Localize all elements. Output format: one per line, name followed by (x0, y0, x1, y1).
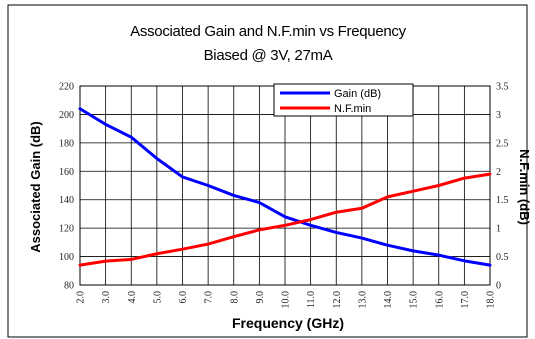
right-tick-label: 3.5 (496, 82, 509, 93)
series-line-nfmin (78, 172, 492, 267)
legend-label-nfmin: N.F.min (334, 103, 371, 115)
x-tick-label: 14.0 (383, 291, 394, 309)
x-tick-label: 11.0 (306, 291, 317, 308)
right-tick-label: 0 (496, 281, 501, 292)
right-tick-label: 1 (496, 224, 501, 235)
chart-title: Associated Gain and N.F.min vs Frequency (130, 23, 406, 40)
legend-label-gain: Gain (dB) (334, 88, 381, 100)
legend-box (273, 83, 414, 117)
x-tick-label: 18.0 (486, 291, 497, 309)
left-tick-label: 100 (59, 252, 74, 263)
right-tick-label: 2.5 (496, 138, 509, 149)
left-axis-title: Associated Gain (dB) (28, 121, 43, 252)
x-axis-ticks: 2.0 3.0 4.0 5.0 6.0 7.0 8.0 9.0 10.0 11.0 12.0 13.0… (76, 291, 497, 309)
left-tick-label: 80 (64, 281, 74, 292)
right-tick-label: 3 (496, 110, 501, 121)
grid (79, 85, 491, 286)
series-line-gain (78, 107, 492, 267)
x-tick-label: 15.0 (409, 291, 420, 309)
right-axis-ticks: 0 0.5 1 1.5 2 2.5 3 3.5 (496, 82, 509, 292)
left-tick-label: 120 (59, 224, 74, 235)
right-tick-label: 0.5 (496, 252, 509, 263)
right-axis-title: N.F.min (dB) (517, 149, 532, 225)
legend: Gain (dB) N.F.min (273, 83, 414, 117)
x-tick-label: 2.0 (76, 291, 87, 304)
left-tick-label: 160 (59, 167, 74, 178)
series-layer (78, 107, 492, 267)
left-tick-label: 200 (59, 110, 74, 121)
x-tick-label: 8.0 (229, 291, 240, 304)
x-tick-label: 17.0 (460, 291, 471, 309)
x-tick-label: 10.0 (281, 291, 292, 309)
left-tick-label: 140 (59, 195, 74, 206)
right-tick-label: 2 (496, 167, 501, 178)
x-tick-label: 4.0 (127, 291, 138, 304)
x-tick-label: 16.0 (434, 291, 445, 309)
left-tick-label: 180 (59, 138, 74, 149)
x-tick-label: 13.0 (357, 291, 368, 309)
x-tick-label: 3.0 (101, 291, 112, 304)
x-tick-label: 7.0 (204, 291, 215, 304)
left-axis-ticks: 80 100 120 140 160 180 200 220 (59, 82, 74, 292)
left-tick-label: 220 (59, 82, 74, 93)
x-tick-label: 9.0 (255, 291, 266, 304)
x-tick-label: 6.0 (178, 291, 189, 304)
chart-subtitle: Biased @ 3V, 27mA (204, 47, 333, 64)
x-tick-label: 5.0 (152, 291, 163, 304)
x-tick-label: 12.0 (332, 291, 343, 309)
right-tick-label: 1.5 (496, 195, 509, 206)
x-axis-title: Frequency (GHz) (232, 315, 344, 331)
